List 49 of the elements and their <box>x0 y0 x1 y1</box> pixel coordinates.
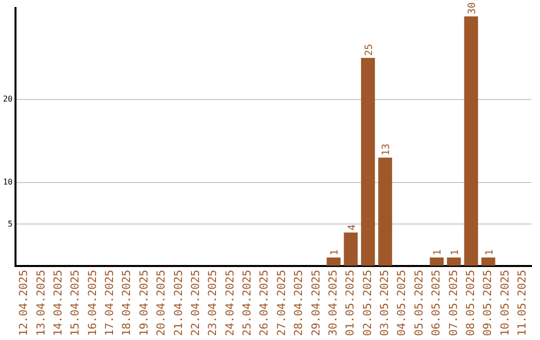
y-tick-label: 10 <box>2 178 13 187</box>
x-tick-label: 06.05.2025 <box>430 270 443 336</box>
x-tick-label: 14.04.2025 <box>51 270 64 336</box>
y-tick-label: 5 <box>8 219 13 228</box>
x-tick-label: 12.04.2025 <box>17 270 30 336</box>
x-tick-label: 18.04.2025 <box>120 270 134 336</box>
x-tick-label: 07.05.2025 <box>446 270 460 336</box>
x-tick-label: 03.05.2025 <box>378 270 392 336</box>
data-label: 4 <box>346 224 358 231</box>
x-tick-label: 17.04.2025 <box>103 270 116 336</box>
x-tick-label: 13.04.2025 <box>34 270 48 336</box>
x-tick-label: 04.05.2025 <box>395 270 408 336</box>
data-label: 1 <box>450 249 461 256</box>
bar <box>326 257 341 266</box>
bar <box>481 257 496 266</box>
x-tick-label: 02.05.2025 <box>360 270 374 336</box>
x-tick-label: 09.05.2025 <box>481 270 494 336</box>
x-tick-label: 30.04.2025 <box>326 270 340 336</box>
data-label: 1 <box>330 249 341 256</box>
x-tick-label: 19.04.2025 <box>137 270 150 336</box>
x-tick-label: 29.04.2025 <box>309 270 322 336</box>
bar <box>361 58 375 266</box>
x-tick-label: 22.04.2025 <box>188 270 202 336</box>
x-tick-label: 23.04.2025 <box>206 270 220 336</box>
x-tick-label: 24.04.2025 <box>223 270 236 336</box>
bar <box>378 158 392 266</box>
x-tick-label: 28.04.2025 <box>292 270 306 336</box>
y-tick-label: 20 <box>2 94 13 104</box>
data-label: 25 <box>364 44 375 56</box>
x-tick-label: 05.05.2025 <box>412 270 426 336</box>
x-tick-label: 10.05.2025 <box>498 270 512 336</box>
x-tick-label: 01.05.2025 <box>344 270 357 336</box>
x-tick-label: 08.05.2025 <box>464 270 477 336</box>
data-label: 30 <box>467 2 478 14</box>
x-tick-label: 21.04.2025 <box>172 270 185 336</box>
x-tick-label: 20.04.2025 <box>154 270 168 336</box>
bar <box>430 257 444 266</box>
x-tick-label: 27.04.2025 <box>274 270 288 336</box>
data-label: 1 <box>432 249 444 256</box>
bar <box>446 257 461 266</box>
x-tick-label: 15.04.2025 <box>68 270 82 336</box>
x-tick-label: 11.05.2025 <box>516 270 529 336</box>
data-label: 1 <box>484 249 496 256</box>
x-tick-label: 25.04.2025 <box>240 270 254 336</box>
bar <box>344 232 358 266</box>
bar <box>464 16 478 266</box>
data-label: 13 <box>381 144 392 156</box>
x-tick-label: 26.04.2025 <box>258 270 271 336</box>
x-tick-label: 16.04.2025 <box>86 270 99 336</box>
